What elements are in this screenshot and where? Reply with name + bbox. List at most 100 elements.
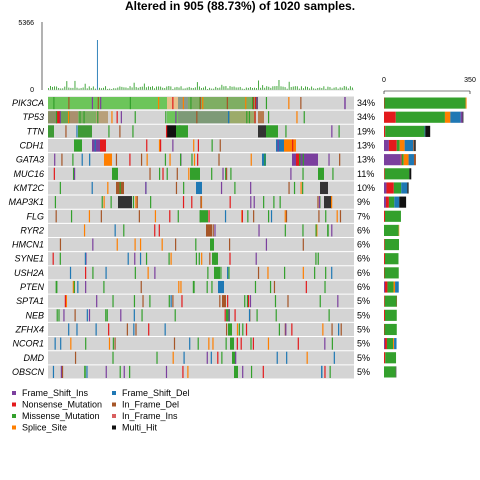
mutation-cell [149, 295, 151, 308]
tmb-bar [143, 83, 145, 90]
tmb-bar [90, 88, 92, 90]
tmb-bar [264, 87, 266, 90]
mutation-cell [60, 337, 62, 350]
gene-percent: 6% [357, 225, 370, 235]
mutation-cell [106, 309, 108, 322]
tmb-bar [282, 86, 284, 90]
mutation-cell [246, 295, 249, 308]
gene-count-bar-segment [384, 352, 386, 364]
mutation-cell-block [78, 111, 96, 124]
gene-count-bar-segment [384, 182, 387, 194]
mutation-cell [284, 224, 286, 237]
tmb-bar [92, 86, 94, 90]
mutation-cell [225, 167, 227, 180]
mutation-cell [107, 181, 109, 195]
mutation-cell [276, 351, 278, 364]
gene-count-bar-segment [408, 154, 414, 166]
tmb-bar [329, 87, 331, 90]
mutation-cell [133, 295, 136, 308]
mutation-cell [65, 125, 67, 138]
tmb-bar [311, 86, 313, 90]
tmb-bar [131, 87, 133, 90]
mutation-cell [114, 224, 116, 237]
gene-count-bar-segment [413, 154, 416, 166]
mutation-cell-block [292, 153, 318, 166]
mutation-cell-block [206, 224, 212, 237]
tmb-bar [215, 86, 217, 90]
tmb-bar [235, 87, 237, 90]
gene-count-bar-segment [384, 253, 385, 265]
legend-swatch [112, 391, 116, 395]
mutation-cell [73, 167, 76, 180]
mutation-cell [56, 309, 58, 322]
gene-count-bar-segment [384, 295, 385, 307]
mutation-cell [302, 153, 304, 166]
tmb-bar [117, 87, 119, 90]
gene-count-bar-segment [384, 295, 397, 307]
mutation-cell [262, 365, 264, 378]
gene-count-bar-segment [384, 210, 401, 222]
mutation-cell [236, 323, 239, 336]
mutation-cell [83, 111, 85, 124]
gene-count-bar-segment [384, 154, 401, 166]
mutation-cell [110, 196, 112, 209]
gene-count-bar-segment [384, 239, 385, 251]
mutation-cell [108, 337, 111, 350]
tmb-bar [274, 86, 276, 90]
tmb-bar [349, 86, 351, 90]
tmb-bar [300, 86, 302, 90]
tmb-bar [288, 81, 290, 90]
mutation-cell [250, 196, 252, 209]
gene-percent: 5% [357, 310, 370, 320]
mutation-cell [319, 295, 321, 308]
mutation-cell [84, 252, 86, 265]
mutation-cell [158, 97, 160, 110]
tmb-bar [119, 86, 121, 90]
tmb-bar [219, 87, 221, 90]
legend-label: In_Frame_Ins [122, 411, 178, 421]
mutation-cell [197, 153, 199, 166]
mutation-cell [332, 167, 334, 180]
mutation-cell [278, 323, 280, 336]
mutation-cell [302, 224, 304, 237]
mutation-cell [86, 309, 88, 322]
legend-swatch [12, 402, 16, 407]
gene-percent: 5% [357, 353, 370, 363]
mutation-cell [55, 111, 58, 124]
mutation-cell [198, 181, 201, 195]
mutation-cell [123, 224, 125, 237]
mutation-cell [88, 210, 91, 223]
mutation-cell [225, 323, 228, 336]
mutation-cell [200, 196, 202, 209]
gene-count-bar-segment [393, 338, 395, 350]
mutation-cell [228, 238, 231, 251]
gene-label: TTN [27, 126, 45, 136]
tmb-bar [233, 86, 235, 90]
mutation-cell [134, 252, 136, 265]
mutation-cell [269, 280, 272, 294]
mutation-cell [328, 153, 330, 166]
mutation-cell [105, 365, 107, 378]
mutation-cell [76, 125, 78, 138]
mutation-cell [79, 111, 81, 124]
mutation-cell [129, 365, 131, 378]
mutation-cell-block [167, 125, 176, 138]
mutation-cell [250, 365, 253, 378]
mutation-cell [226, 97, 228, 110]
gene-label: USH2A [14, 268, 44, 278]
mutation-cell-block [56, 111, 60, 124]
mutation-cell [255, 252, 257, 265]
mutation-cell [181, 295, 183, 308]
tmb-bar [225, 86, 227, 90]
gene-percent: 6% [357, 268, 370, 278]
percent-labels: 34% 34% 19% 13% 13% 11% 10% 9% 7% 6% 6% 6% 6% 6% 5% 5% 5… [357, 98, 375, 377]
mutation-cell [190, 97, 192, 110]
mutation-cell-block [200, 210, 208, 223]
mutation-cell-block [324, 196, 332, 209]
gene-label: MAP3K1 [8, 197, 44, 207]
mutation-cell [159, 139, 162, 152]
tmb-bar [201, 88, 202, 90]
gene-label: OBSCN [12, 367, 45, 377]
gene-count-bar-segment [384, 139, 389, 152]
mutation-cell [339, 153, 341, 166]
